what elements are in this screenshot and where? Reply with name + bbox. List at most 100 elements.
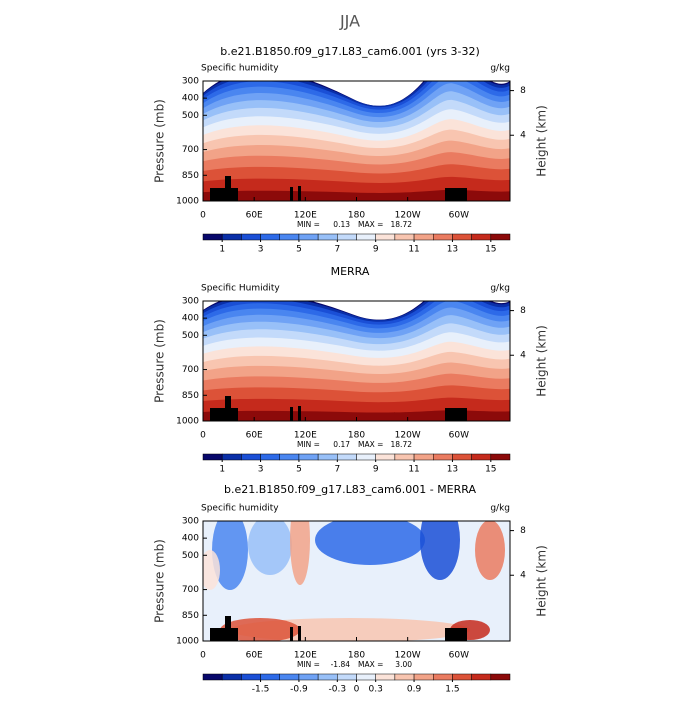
- x-tick-label: 180: [348, 211, 365, 221]
- y-tick-label: 500: [182, 551, 199, 561]
- x-tick-label: 120E: [294, 651, 317, 661]
- y2-tick-label: 8: [520, 306, 526, 316]
- colorbar-box: [356, 233, 376, 241]
- field-blob: [475, 521, 505, 580]
- colorbar-box: [221, 453, 242, 461]
- field-blob: [315, 521, 425, 565]
- colorbar-label: 5: [296, 245, 302, 255]
- y-tick-label: 1000: [176, 637, 199, 647]
- field-blob: [248, 521, 292, 575]
- colorbar-box: [490, 233, 511, 241]
- colorbar-box: [221, 673, 242, 681]
- terrain: [210, 628, 238, 641]
- y-tick-label: 850: [182, 391, 199, 401]
- field-band: [203, 189, 510, 201]
- colorbar-box: [471, 453, 492, 461]
- colorbar-label: 0: [354, 685, 360, 695]
- colorbar-box: [490, 453, 511, 461]
- x-tick-label: 60W: [449, 211, 469, 221]
- max-value: 18.72: [391, 220, 413, 229]
- colorbar-label: 7: [334, 465, 340, 475]
- y-tick-label: 700: [182, 145, 199, 155]
- colorbar-label: 15: [485, 465, 496, 475]
- colorbar-box: [413, 233, 434, 241]
- y-axis-title: Pressure (mb): [153, 539, 167, 623]
- terrain: [298, 406, 301, 421]
- variable-label: Specific Humidity: [201, 284, 280, 294]
- units-label: g/kg: [490, 504, 510, 514]
- colorbar-box: [394, 233, 415, 241]
- terrain: [445, 188, 467, 201]
- panel-title: b.e21.B1850.f09_g17.L83_cam6.001 - MERRA: [224, 483, 476, 496]
- min-value: -1.84: [331, 660, 351, 669]
- field-blob: [220, 618, 300, 641]
- terrain: [298, 186, 301, 201]
- y-tick-label: 300: [182, 77, 199, 87]
- colorbar-box: [279, 453, 300, 461]
- y-tick-label: 500: [182, 111, 199, 121]
- colorbar-box: [317, 233, 338, 241]
- colorbar-box: [375, 673, 396, 681]
- colorbar-label: -1.5: [252, 685, 270, 695]
- colorbar-label: -0.3: [329, 685, 347, 695]
- colorbar-box: [337, 673, 357, 681]
- y-axis-title: Pressure (mb): [153, 319, 167, 403]
- min-label: MIN =: [297, 660, 320, 669]
- colorbar-box: [452, 233, 472, 241]
- y-tick-label: 700: [182, 365, 199, 375]
- y2-axis-title: Height (km): [535, 545, 549, 616]
- variable-label: Specific humidity: [201, 504, 279, 514]
- y2-tick-label: 8: [520, 86, 526, 96]
- colorbar-label: 15: [485, 245, 496, 255]
- field: [203, 521, 510, 641]
- x-tick-label: 120W: [395, 211, 421, 221]
- colorbar-label: 7: [334, 245, 340, 255]
- y-tick-label: 400: [182, 314, 199, 324]
- terrain: [210, 408, 238, 421]
- min-value: 0.17: [333, 440, 350, 449]
- y-tick-label: 1000: [176, 417, 199, 427]
- y-tick-label: 500: [182, 331, 199, 341]
- colorbar-box: [241, 673, 261, 681]
- colorbar-box: [317, 673, 338, 681]
- colorbar-box: [452, 453, 472, 461]
- colorbar-label: 1: [219, 465, 225, 475]
- y-tick-label: 1000: [176, 197, 199, 207]
- x-tick-label: 0: [200, 211, 206, 221]
- field: [203, 301, 510, 421]
- colorbar-box: [241, 233, 261, 241]
- colorbar-label: 11: [408, 245, 419, 255]
- colorbar-box: [317, 453, 338, 461]
- y-tick-label: 850: [182, 171, 199, 181]
- colorbar-label: 13: [447, 465, 458, 475]
- field-blob: [290, 521, 310, 585]
- colorbar-box: [279, 673, 300, 681]
- colorbar-label: 9: [373, 245, 379, 255]
- colorbar-box: [356, 673, 376, 681]
- y-tick-label: 400: [182, 94, 199, 104]
- units-label: g/kg: [490, 284, 510, 294]
- x-tick-label: 180: [348, 651, 365, 661]
- field-band: [203, 410, 510, 421]
- terrain: [290, 187, 293, 201]
- colorbar-box: [433, 453, 453, 461]
- colorbar-box: [241, 453, 261, 461]
- colorbar-box: [394, 453, 415, 461]
- max-value: 18.72: [391, 440, 413, 449]
- colorbar-box: [433, 673, 453, 681]
- y-tick-label: 300: [182, 297, 199, 307]
- colorbar-box: [260, 673, 280, 681]
- x-tick-label: 60E: [246, 431, 263, 441]
- colorbar-label: 9: [373, 465, 379, 475]
- x-tick-label: 60W: [449, 431, 469, 441]
- colorbar-box: [202, 233, 223, 241]
- x-tick-label: 60W: [449, 651, 469, 661]
- y-tick-label: 700: [182, 585, 199, 595]
- colorbar-box: [298, 453, 319, 461]
- colorbar-label: 0.9: [407, 685, 422, 695]
- variable-label: Specific humidity: [201, 64, 279, 74]
- colorbar-box: [471, 233, 492, 241]
- terrain: [225, 616, 231, 641]
